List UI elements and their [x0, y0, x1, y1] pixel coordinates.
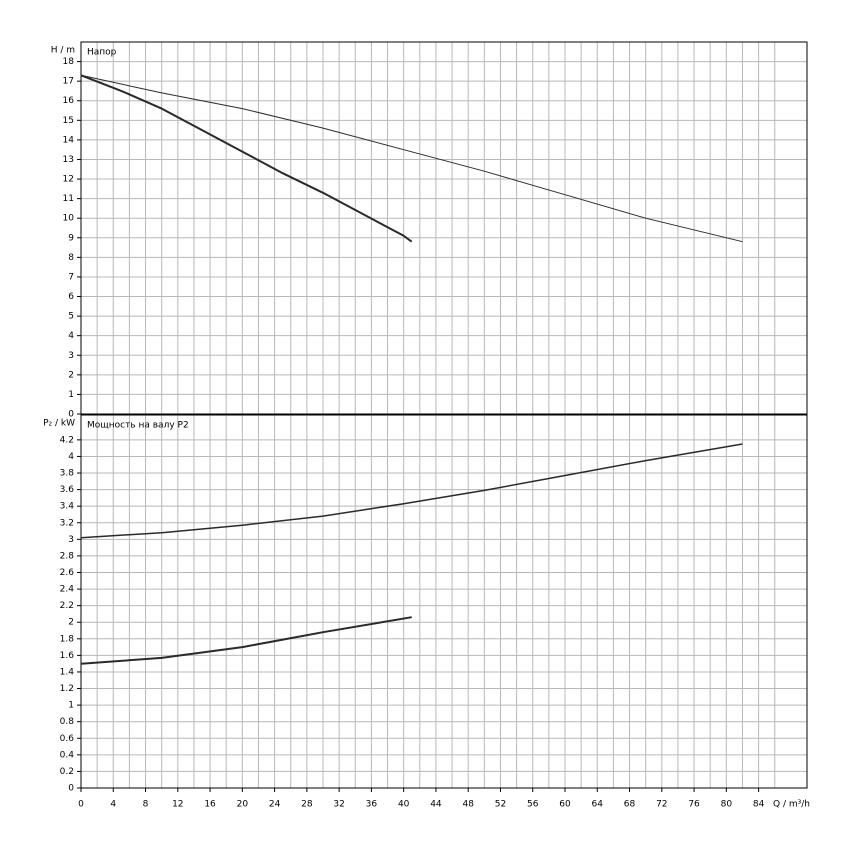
y-tick-label: 13 [63, 155, 74, 165]
y-axis-label: H / m [51, 46, 75, 56]
x-tick-label: 8 [143, 800, 149, 810]
y-axis-label: P₂ / kW [43, 419, 75, 429]
curve [80, 443, 743, 539]
y-tick-label: 17 [63, 77, 74, 87]
y-tick-label: 4.2 [60, 435, 74, 445]
x-tick-label: 0 [78, 800, 84, 810]
y-tick-label: 3.4 [60, 502, 75, 512]
x-tick-label: 84 [753, 800, 765, 810]
y-tick-label: 10 [63, 214, 75, 224]
x-tick-label: 76 [688, 800, 700, 810]
curve [80, 74, 413, 243]
y-tick-label: 2 [68, 370, 74, 380]
y-tick-label: 2.4 [60, 585, 75, 595]
y-tick-label: 2.6 [60, 568, 75, 578]
y-tick-label: 2 [68, 618, 74, 628]
x-tick-label: 16 [204, 800, 216, 810]
y-tick-label: 4 [68, 452, 74, 462]
x-tick-label: 44 [430, 800, 442, 810]
y-tick-label: 3 [68, 351, 74, 361]
y-tick-label: 2.2 [60, 601, 74, 611]
panel-title: Напор [87, 48, 117, 58]
y-tick-label: 1 [68, 390, 74, 400]
y-tick-label: 0 [68, 784, 74, 794]
y-tick-label: 12 [63, 175, 74, 185]
x-tick-label: 4 [110, 800, 116, 810]
curve [80, 616, 412, 665]
y-tick-label: 3 [68, 535, 74, 545]
x-tick-label: 68 [624, 800, 636, 810]
x-tick-label: 12 [172, 800, 183, 810]
y-tick-label: 3.8 [60, 469, 75, 479]
x-tick-label: 56 [527, 800, 539, 810]
x-tick-label: 72 [656, 800, 667, 810]
y-tick-label: 0.2 [60, 767, 74, 777]
y-tick-label: 7 [68, 272, 74, 282]
y-tick-label: 0.6 [60, 734, 75, 744]
x-tick-label: 60 [559, 800, 571, 810]
y-tick-label: 0.8 [60, 717, 75, 727]
panel-title: Мощность на валу P2 [87, 421, 189, 431]
x-tick-label: 24 [269, 800, 281, 810]
x-tick-label: 32 [333, 800, 344, 810]
y-tick-label: 3.2 [60, 518, 74, 528]
y-tick-label: 3.6 [60, 485, 75, 495]
y-tick-label: 9 [68, 233, 74, 243]
x-tick-label: 36 [366, 800, 378, 810]
y-tick-label: 18 [63, 57, 75, 67]
x-tick-label: 48 [462, 800, 474, 810]
y-tick-label: 4 [68, 331, 74, 341]
y-tick-label: 5 [68, 312, 74, 322]
curve [80, 74, 743, 243]
y-tick-label: 0 [68, 410, 74, 420]
x-axis-label: Q / m³/h [773, 800, 810, 810]
x-tick-label: 20 [237, 800, 249, 810]
x-tick-label: 40 [398, 800, 410, 810]
y-tick-label: 1.4 [60, 667, 75, 677]
y-tick-label: 1 [68, 701, 74, 711]
plot-frame [80, 414, 808, 789]
y-tick-label: 6 [68, 292, 74, 302]
y-tick-label: 2.8 [60, 551, 75, 561]
y-tick-label: 0.4 [60, 750, 75, 760]
y-tick-label: 16 [63, 96, 75, 106]
y-tick-label: 15 [63, 116, 74, 126]
y-tick-label: 11 [63, 194, 74, 204]
plot-frame [80, 41, 808, 415]
y-tick-label: 1.8 [60, 634, 75, 644]
x-tick-label: 80 [721, 800, 733, 810]
x-tick-label: 52 [495, 800, 506, 810]
y-tick-label: 14 [63, 135, 75, 145]
x-tick-label: 28 [301, 800, 313, 810]
x-tick-label: 64 [592, 800, 604, 810]
y-tick-label: 1.2 [60, 684, 74, 694]
y-tick-label: 1.6 [60, 651, 75, 661]
y-tick-label: 8 [68, 253, 74, 263]
